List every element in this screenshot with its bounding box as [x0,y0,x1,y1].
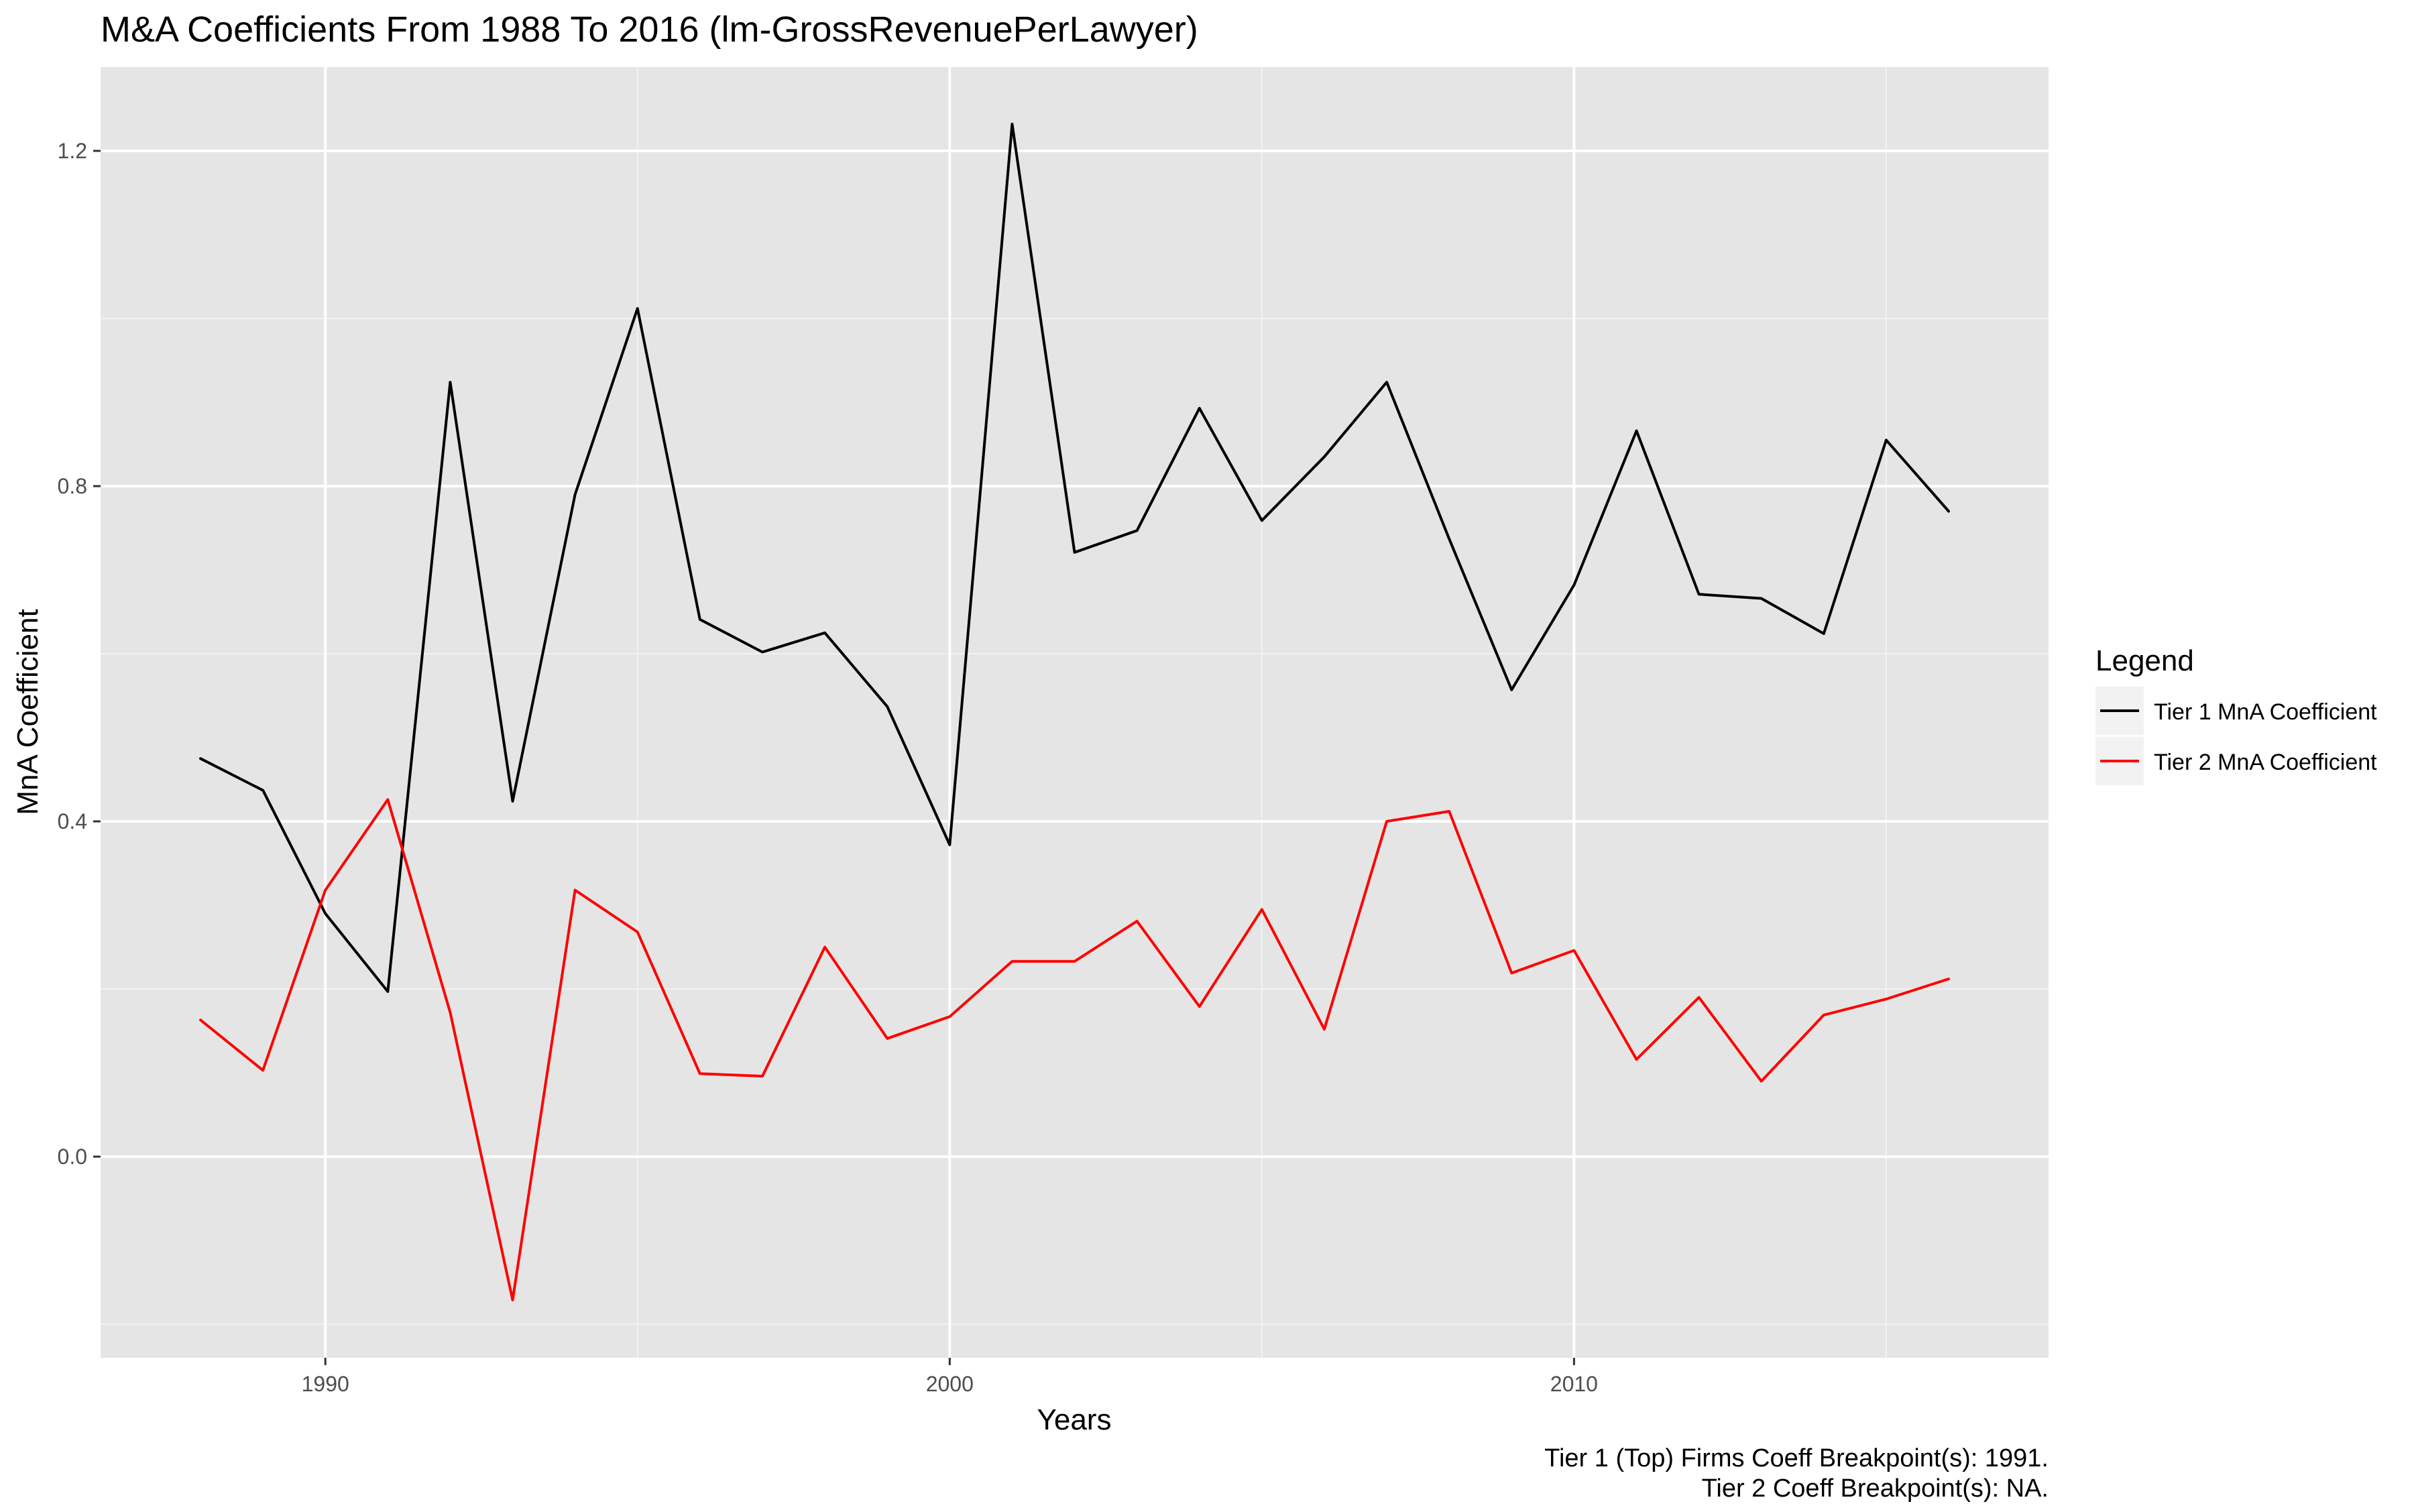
y-tick-label: 0.8 [58,474,87,498]
legend: Legend Tier 1 MnA Coefficient Tier 2 MnA… [2095,644,2377,785]
y-axis-label: MnA Coefficient [11,609,44,815]
major-grid [101,67,2049,1358]
series-line-tier-1 [199,123,1950,993]
minor-grid [101,67,2049,1358]
y-tick-label: 0.4 [58,809,87,833]
legend-label-tier-1: Tier 1 MnA Coefficient [2154,699,2377,725]
axis-ticks [93,150,1575,1365]
x-tick-label: 2010 [1550,1372,1598,1396]
chart-title: M&A Coefficients From 1988 To 2016 (lm-G… [101,9,1198,50]
series-line-tier-2 [199,798,1950,1301]
breakpoint-note-tier-2: Tier 2 Coeff Breakpoint(s): NA. [1702,1474,2049,1503]
y-tick-label: 0.0 [58,1145,87,1169]
y-tick-label: 1.2 [58,139,87,163]
legend-title: Legend [2095,644,2194,677]
x-axis-label: Years [1037,1403,1112,1436]
legend-label-tier-2: Tier 2 MnA Coefficient [2154,750,2377,775]
breakpoint-note-tier-1: Tier 1 (Top) Firms Coeff Breakpoint(s): … [1544,1444,2049,1472]
plot-panel [101,67,2049,1358]
x-tick-label: 2000 [926,1372,974,1396]
tick-labels: 1990 2000 2010 0.0 0.4 0.8 1.2 [58,139,1598,1396]
x-tick-label: 1990 [302,1372,349,1396]
series-lines [199,123,1950,1301]
